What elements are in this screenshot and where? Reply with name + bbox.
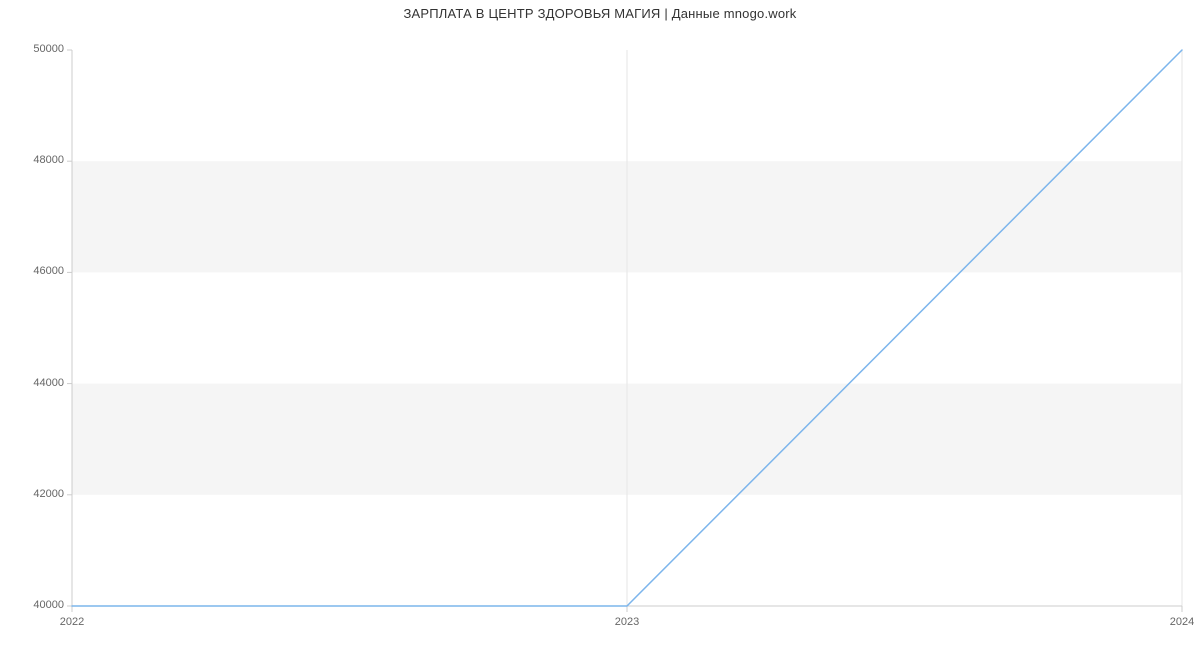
y-axis-tick-label: 44000 bbox=[14, 377, 64, 389]
y-axis-tick-label: 40000 bbox=[14, 599, 64, 611]
y-axis-tick-label: 50000 bbox=[14, 43, 64, 55]
y-axis-tick-label: 42000 bbox=[14, 488, 64, 500]
chart-title: ЗАРПЛАТА В ЦЕНТР ЗДОРОВЬЯ МАГИЯ | Данные… bbox=[0, 6, 1200, 21]
salary-chart: ЗАРПЛАТА В ЦЕНТР ЗДОРОВЬЯ МАГИЯ | Данные… bbox=[0, 0, 1200, 650]
x-axis-tick-label: 2022 bbox=[60, 616, 84, 628]
y-axis-tick-label: 48000 bbox=[14, 154, 64, 166]
x-axis-tick-label: 2024 bbox=[1170, 616, 1194, 628]
y-axis-tick-label: 46000 bbox=[14, 265, 64, 277]
chart-plot-area bbox=[72, 50, 1182, 606]
x-axis-tick-label: 2023 bbox=[615, 616, 639, 628]
